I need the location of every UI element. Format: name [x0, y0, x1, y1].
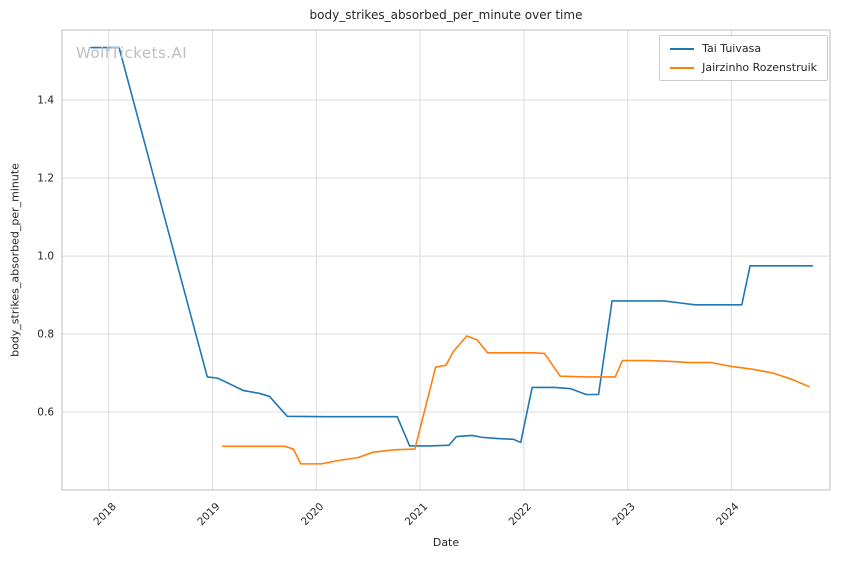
legend-label: Jairzinho Rozenstruik: [702, 61, 817, 74]
watermark: WolfTickets.AI: [76, 44, 188, 62]
y-tick-label: 1.0: [37, 251, 54, 263]
series-line-1: [222, 335, 811, 465]
x-tick-label: 2023: [610, 501, 637, 528]
x-tick-label: 2022: [507, 501, 534, 528]
legend-line-sample: [670, 66, 695, 69]
legend-line-sample: [670, 47, 695, 50]
chart-title: body_strikes_absorbed_per_minute over ti…: [309, 8, 583, 22]
legend: Tai Tuivasa Jairzinho Rozenstruik: [659, 35, 828, 81]
plot-border: [61, 29, 831, 491]
x-tick-label: 2024: [714, 500, 742, 528]
legend-item: Jairzinho Rozenstruik: [670, 61, 817, 74]
x-tick-label: 2021: [403, 501, 430, 528]
y-tick-label: 1.2: [37, 173, 54, 185]
x-axis-label: Date: [432, 536, 460, 549]
y-tick-label: 0.6: [37, 407, 54, 419]
legend-item: Tai Tuivasa: [670, 42, 817, 55]
legend-label: Tai Tuivasa: [702, 42, 762, 55]
y-axis-label: body_strikes_absorbed_per_minute: [8, 163, 22, 357]
y-tick-label: 0.8: [37, 329, 54, 341]
plot-background: [62, 30, 830, 490]
y-tick-label: 1.4: [37, 95, 54, 107]
x-tick-label: 2019: [195, 501, 222, 528]
x-tick-label: 2020: [299, 501, 326, 528]
x-tick-label: 2018: [91, 501, 118, 528]
series-line-0: [90, 46, 814, 447]
